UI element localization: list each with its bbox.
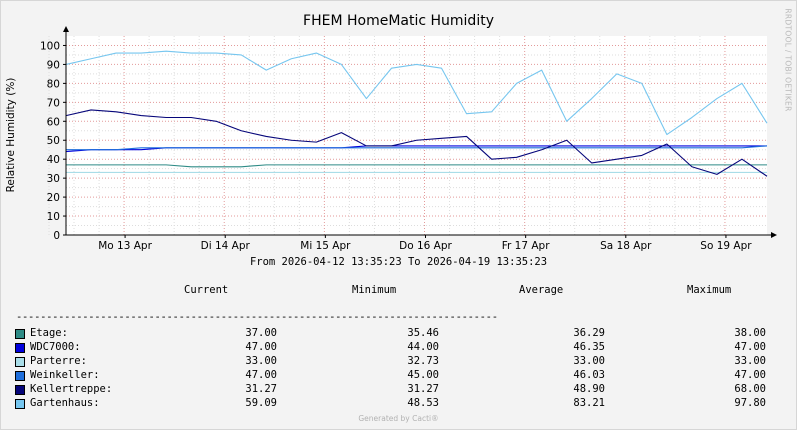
y-axis-arrow [63,26,69,32]
x-tick-label: Mo 13 Apr [98,240,152,252]
x-tick-label: So 19 Apr [700,240,752,252]
legend-value-minimum: 35.46 [407,327,439,339]
legend-label: WDC7000: [30,341,81,353]
series-line-weinkeller [66,145,768,151]
y-tick-label: 40 [47,154,60,166]
chart-title: FHEM HomeMatic Humidity [303,13,494,29]
y-tick-label: 60 [47,116,60,128]
x-tick-label: Fr 17 Apr [502,240,550,252]
legend-value-maximum: 47.00 [734,341,766,353]
legend-label: Etage: [30,327,68,339]
series-line-kellertreppe [65,109,768,177]
legend-divider: ----------------------------------------… [16,311,498,323]
legend-header-current: Current [184,284,229,296]
legend-value-current: 47.00 [245,341,277,353]
y-tick-label: 50 [47,135,60,147]
legend-value-current: 47.00 [245,369,277,381]
x-tick-label: Di 14 Apr [201,240,251,252]
x-tick-label: Mi 15 Apr [300,240,351,252]
y-tick-label: 70 [47,97,60,109]
y-tick-label: 100 [40,40,60,52]
x-tick-label: Do 16 Apr [399,240,452,252]
legend-value-average: 83.21 [573,397,605,409]
series-line-gartenhaus [65,50,768,136]
series-line-etage [66,164,767,168]
plot-background [66,36,767,235]
legend-value-average: 33.00 [573,355,605,367]
legend-value-minimum: 44.00 [407,341,439,353]
legend-swatch [15,329,25,339]
legend-swatch [15,399,25,409]
legend-value-current: 37.00 [245,327,277,339]
generated-by-footer: Generated by Cacti® [358,414,439,423]
legend-swatch [15,357,25,367]
legend-value-minimum: 48.53 [407,397,439,409]
legend-value-maximum: 68.00 [734,383,766,395]
legend-value-minimum: 32.73 [407,355,439,367]
legend-swatch [15,343,25,353]
legend-value-current: 33.00 [245,355,277,367]
y-tick-label: 20 [47,192,60,204]
legend-value-minimum: 45.00 [407,369,439,381]
legend-header-maximum: Maximum [687,284,732,296]
legend-label: Parterre: [30,355,87,367]
legend-value-average: 36.29 [573,327,605,339]
legend-value-current: 31.27 [245,383,277,395]
y-tick-label: 30 [47,173,60,185]
legend-value-average: 46.35 [573,341,605,353]
x-tick-label: Sa 18 Apr [600,240,652,252]
y-tick-label: 10 [47,211,60,223]
x-axis-arrow [771,232,777,238]
date-range: From 2026-04-12 13:35:23 To 2026-04-19 1… [249,256,548,268]
legend-value-maximum: 38.00 [734,327,766,339]
legend-swatch [15,371,25,381]
legend-value-minimum: 31.27 [407,383,439,395]
y-tick-label: 90 [47,59,60,71]
legend-label: Gartenhaus: [30,397,100,409]
legend-value-maximum: 33.00 [734,355,766,367]
y-tick-label: 0 [53,230,60,242]
legend-value-maximum: 47.00 [734,369,766,381]
legend-value-average: 48.90 [573,383,605,395]
legend-header-average: Average [519,284,564,296]
legend-value-maximum: 97.80 [734,397,766,409]
legend-label: Weinkeller: [30,369,100,381]
legend-label: Kellertreppe: [30,383,113,395]
y-tick-label: 80 [47,78,60,90]
legend-header-minimum: Minimum [352,284,397,296]
legend-value-average: 46.03 [573,369,605,381]
legend-swatch [15,385,25,395]
legend-value-current: 59.09 [245,397,277,409]
